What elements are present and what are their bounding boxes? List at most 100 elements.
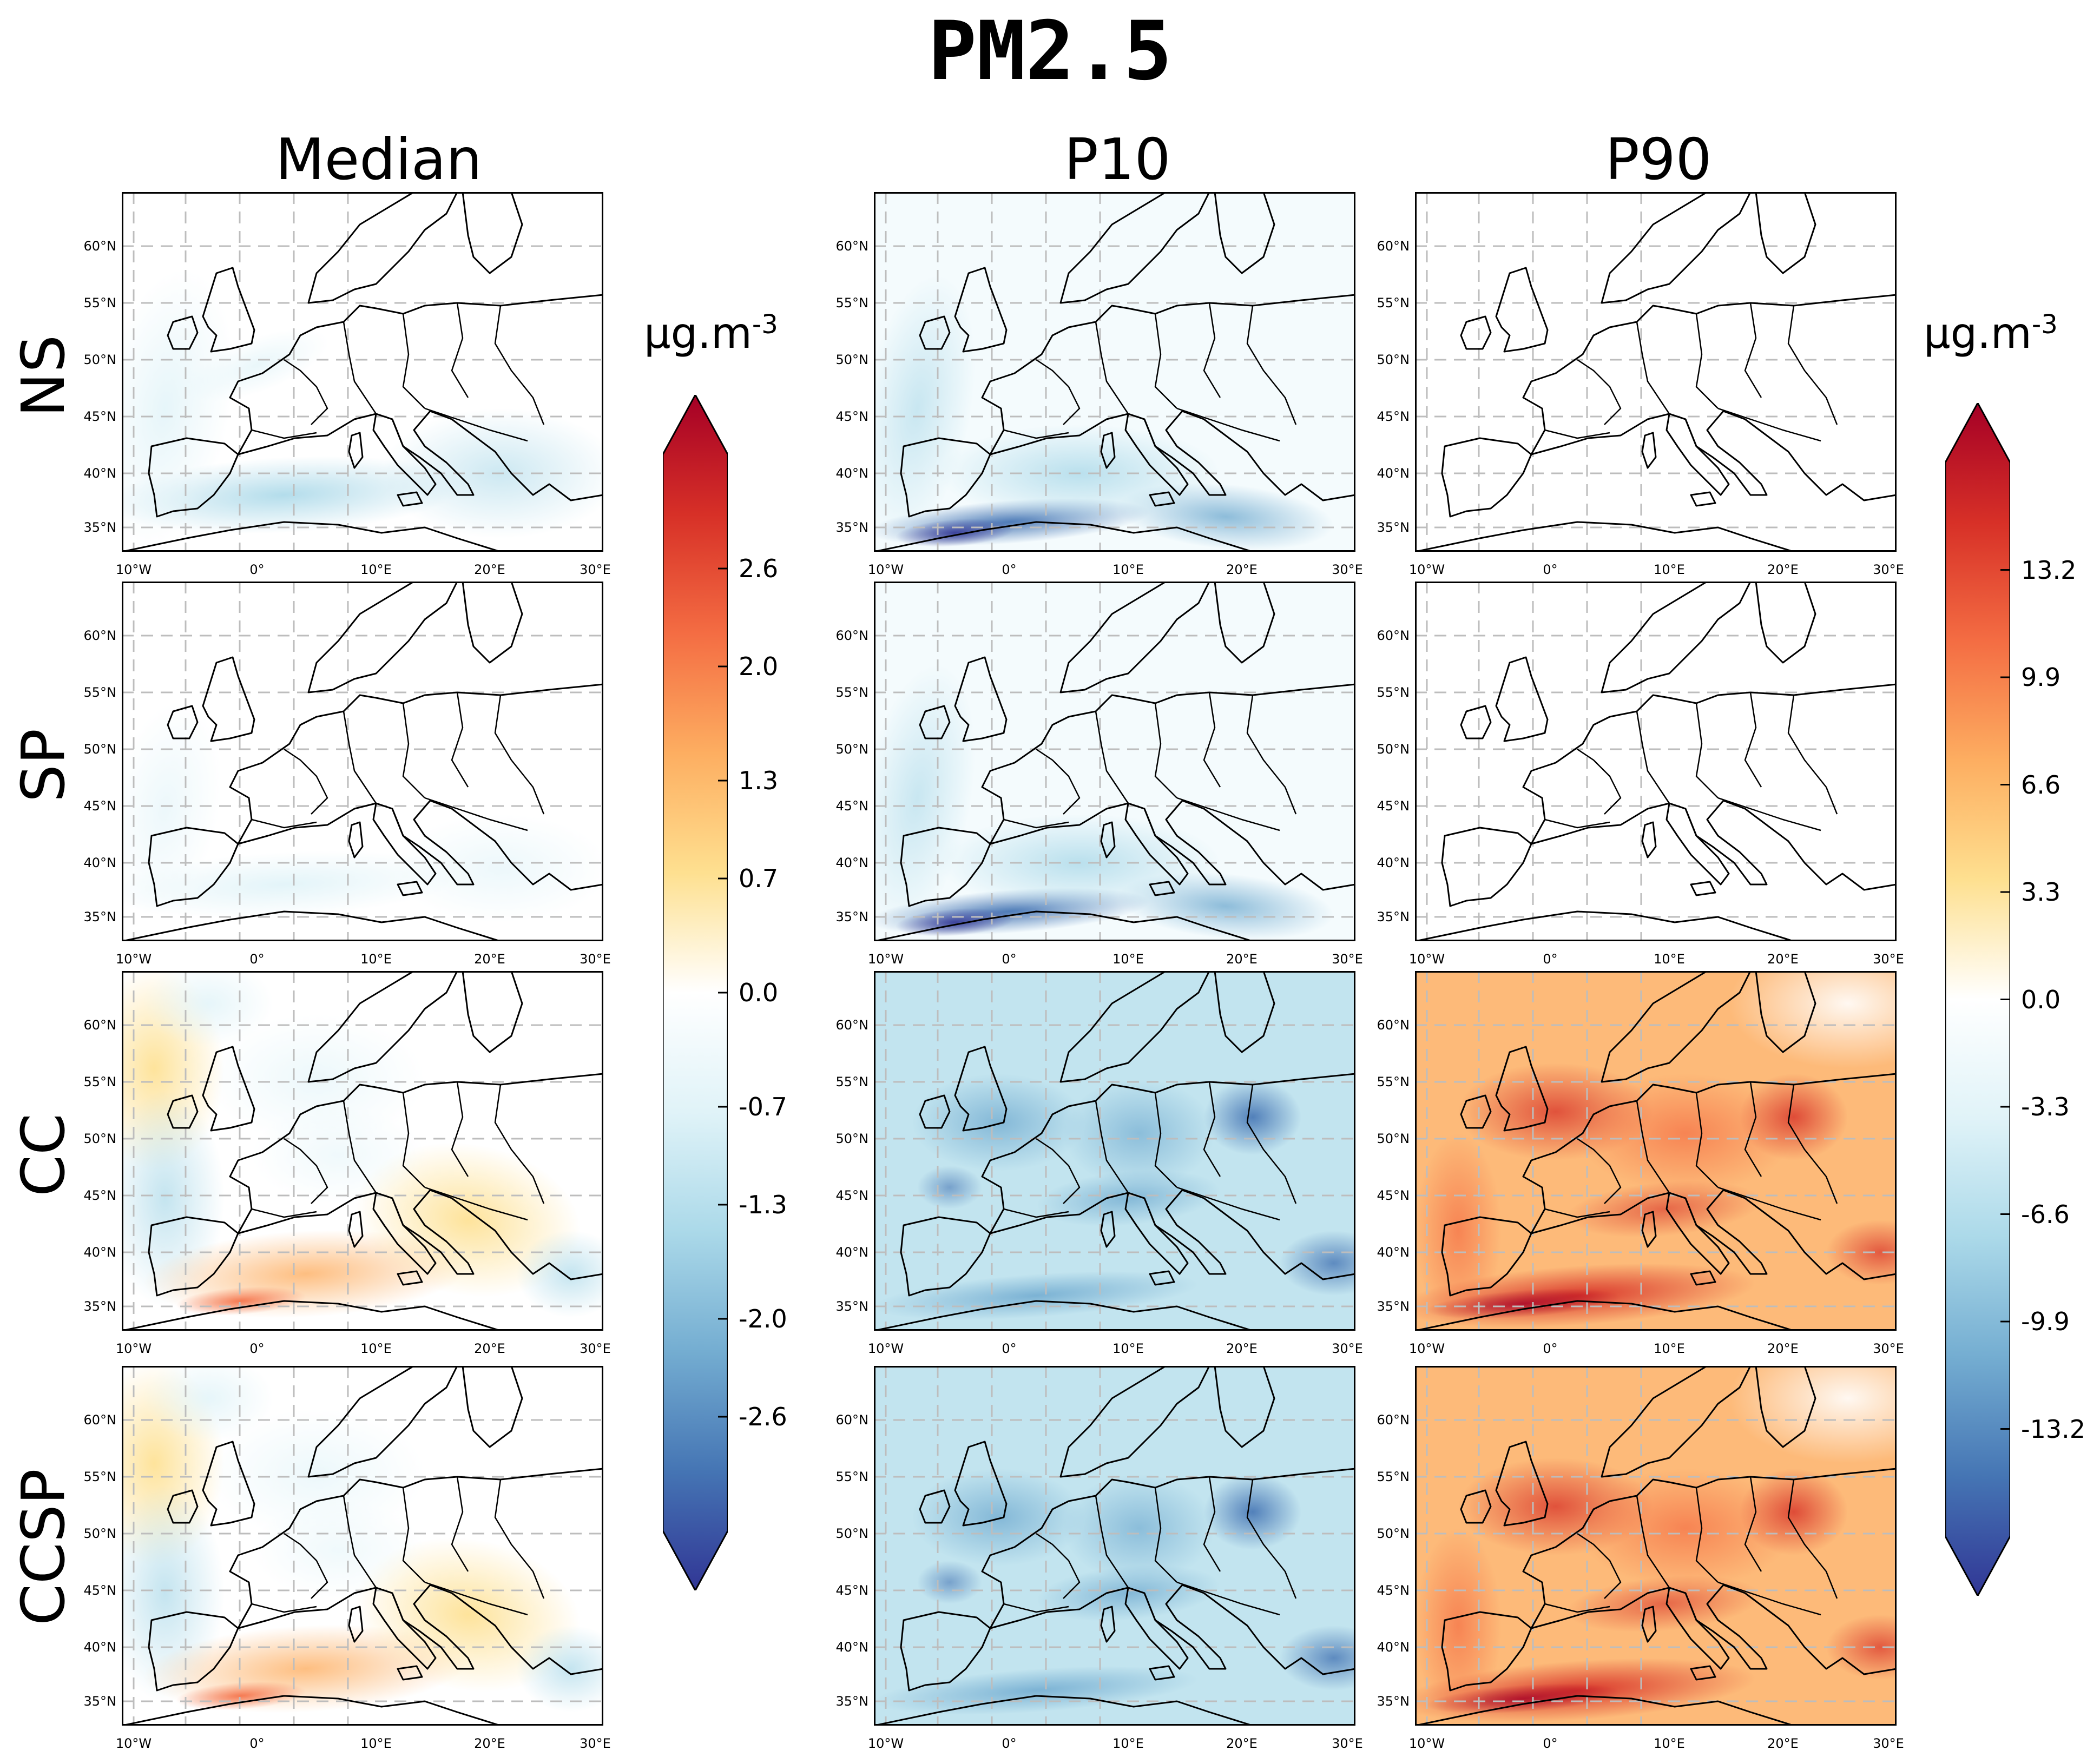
lon-label: 0° (1002, 562, 1017, 577)
colorbar-tick-label: 9.9 (2021, 663, 2061, 692)
lon-label: 0° (249, 1736, 265, 1751)
lat-label: 35°N (1377, 1694, 1410, 1709)
lon-label: 10°E (1654, 562, 1685, 577)
lon-label: 20°E (474, 1736, 505, 1751)
lat-label: 50°N (83, 1526, 117, 1541)
lon-label: 20°E (1767, 562, 1799, 577)
lat-label: 45°N (83, 1188, 117, 1203)
lat-label: 60°N (1377, 239, 1410, 254)
lat-label: 55°N (83, 295, 117, 311)
colorbar-tick-label: 2.0 (739, 651, 779, 681)
lon-label: 10°E (1112, 952, 1144, 967)
lat-label: 45°N (83, 409, 117, 424)
lat-label: 50°N (835, 742, 869, 757)
lat-label: 60°N (835, 1412, 869, 1428)
lon-label: 30°E (580, 1341, 611, 1356)
lon-label: 10°W (867, 1341, 904, 1356)
map-panel-ccsp-median (122, 1366, 603, 1726)
lat-label: 60°N (83, 1018, 117, 1033)
lon-label: 20°E (474, 952, 505, 967)
lon-label: 30°E (580, 1736, 611, 1751)
lat-label: 55°N (1377, 1469, 1410, 1484)
map-panel-cc-median (122, 971, 603, 1331)
lon-label: 0° (1543, 1341, 1558, 1356)
lat-label: 60°N (835, 1018, 869, 1033)
lat-label: 50°N (1377, 1526, 1410, 1541)
lon-label: 30°E (1332, 1736, 1363, 1751)
colorbar-p90 (1945, 403, 2010, 1596)
lat-label: 45°N (1377, 1583, 1410, 1598)
lon-label: 30°E (1873, 1341, 1904, 1356)
lon-label: 10°W (867, 562, 904, 577)
lat-label: 60°N (83, 239, 117, 254)
colorbar-tick-label: 0.0 (2021, 985, 2061, 1014)
colorbar-tick-label: -2.0 (739, 1304, 787, 1334)
lat-label: 35°N (83, 909, 117, 924)
lat-label: 40°N (83, 1245, 117, 1260)
colorbar-tick-label: 0.0 (739, 978, 779, 1007)
lat-label: 40°N (83, 466, 117, 481)
lon-label: 0° (1543, 952, 1558, 967)
lon-label: 10°E (1112, 1736, 1144, 1751)
row-label-ns: NS (9, 334, 78, 418)
lon-label: 20°E (1767, 1341, 1799, 1356)
lon-label: 10°W (115, 562, 152, 577)
lon-label: 20°E (1226, 562, 1258, 577)
lat-label: 55°N (83, 1469, 117, 1484)
row-label-sp: SP (9, 728, 78, 803)
map-panel-ns-p90 (1415, 192, 1897, 552)
map-panel-cc-p90 (1415, 971, 1897, 1331)
lat-label: 45°N (1377, 1188, 1410, 1203)
lat-label: 35°N (1377, 909, 1410, 924)
lat-label: 40°N (83, 1640, 117, 1655)
lon-label: 20°E (474, 562, 505, 577)
lon-label: 20°E (474, 1341, 505, 1356)
map-panel-ccsp-p10 (874, 1366, 1355, 1726)
lon-label: 0° (1002, 952, 1017, 967)
lon-label: 10°W (115, 1341, 152, 1356)
figure-title: PM2.5 (927, 4, 1173, 98)
lat-label: 40°N (835, 1245, 869, 1260)
map-panel-cc-p10 (874, 971, 1355, 1331)
lat-label: 40°N (1377, 466, 1410, 481)
lat-label: 35°N (83, 1694, 117, 1709)
lon-label: 10°E (1112, 1341, 1144, 1356)
lon-label: 0° (249, 952, 265, 967)
map-panel-sp-median (122, 582, 603, 941)
lon-label: 10°W (1408, 562, 1445, 577)
lon-label: 10°E (360, 1341, 392, 1356)
lon-label: 0° (1002, 1341, 1017, 1356)
lat-label: 45°N (835, 798, 869, 814)
lat-label: 50°N (83, 1131, 117, 1146)
lat-label: 35°N (835, 1694, 869, 1709)
lat-label: 35°N (83, 520, 117, 535)
lat-label: 45°N (83, 798, 117, 814)
lon-label: 20°E (1767, 1736, 1799, 1751)
lon-label: 10°W (867, 952, 904, 967)
colorbar-tick-label: -13.2 (2021, 1414, 2086, 1444)
lat-label: 35°N (835, 520, 869, 535)
lat-label: 40°N (1377, 1640, 1410, 1655)
column-title-p10: P10 (1064, 127, 1171, 193)
lat-label: 55°N (835, 1074, 869, 1089)
lon-label: 30°E (1873, 952, 1904, 967)
lon-label: 0° (1543, 562, 1558, 577)
lat-label: 55°N (1377, 295, 1410, 311)
lon-label: 10°E (360, 1736, 392, 1751)
lon-label: 10°E (1654, 1736, 1685, 1751)
lat-label: 50°N (1377, 742, 1410, 757)
lon-label: 30°E (1873, 1736, 1904, 1751)
lat-label: 35°N (835, 909, 869, 924)
colorbar-p90-unit: µg.m-3 (1924, 309, 2058, 358)
lat-label: 50°N (835, 1526, 869, 1541)
lat-label: 35°N (1377, 1299, 1410, 1314)
colorbar-tick-label: 13.2 (2021, 555, 2077, 585)
lat-label: 45°N (83, 1583, 117, 1598)
lat-label: 60°N (83, 1412, 117, 1428)
lat-label: 40°N (835, 466, 869, 481)
colorbar-tick-label: -6.6 (2021, 1199, 2070, 1229)
lon-label: 30°E (1332, 952, 1363, 967)
lat-label: 50°N (83, 352, 117, 367)
lon-label: 30°E (1873, 562, 1904, 577)
lat-label: 55°N (1377, 1074, 1410, 1089)
